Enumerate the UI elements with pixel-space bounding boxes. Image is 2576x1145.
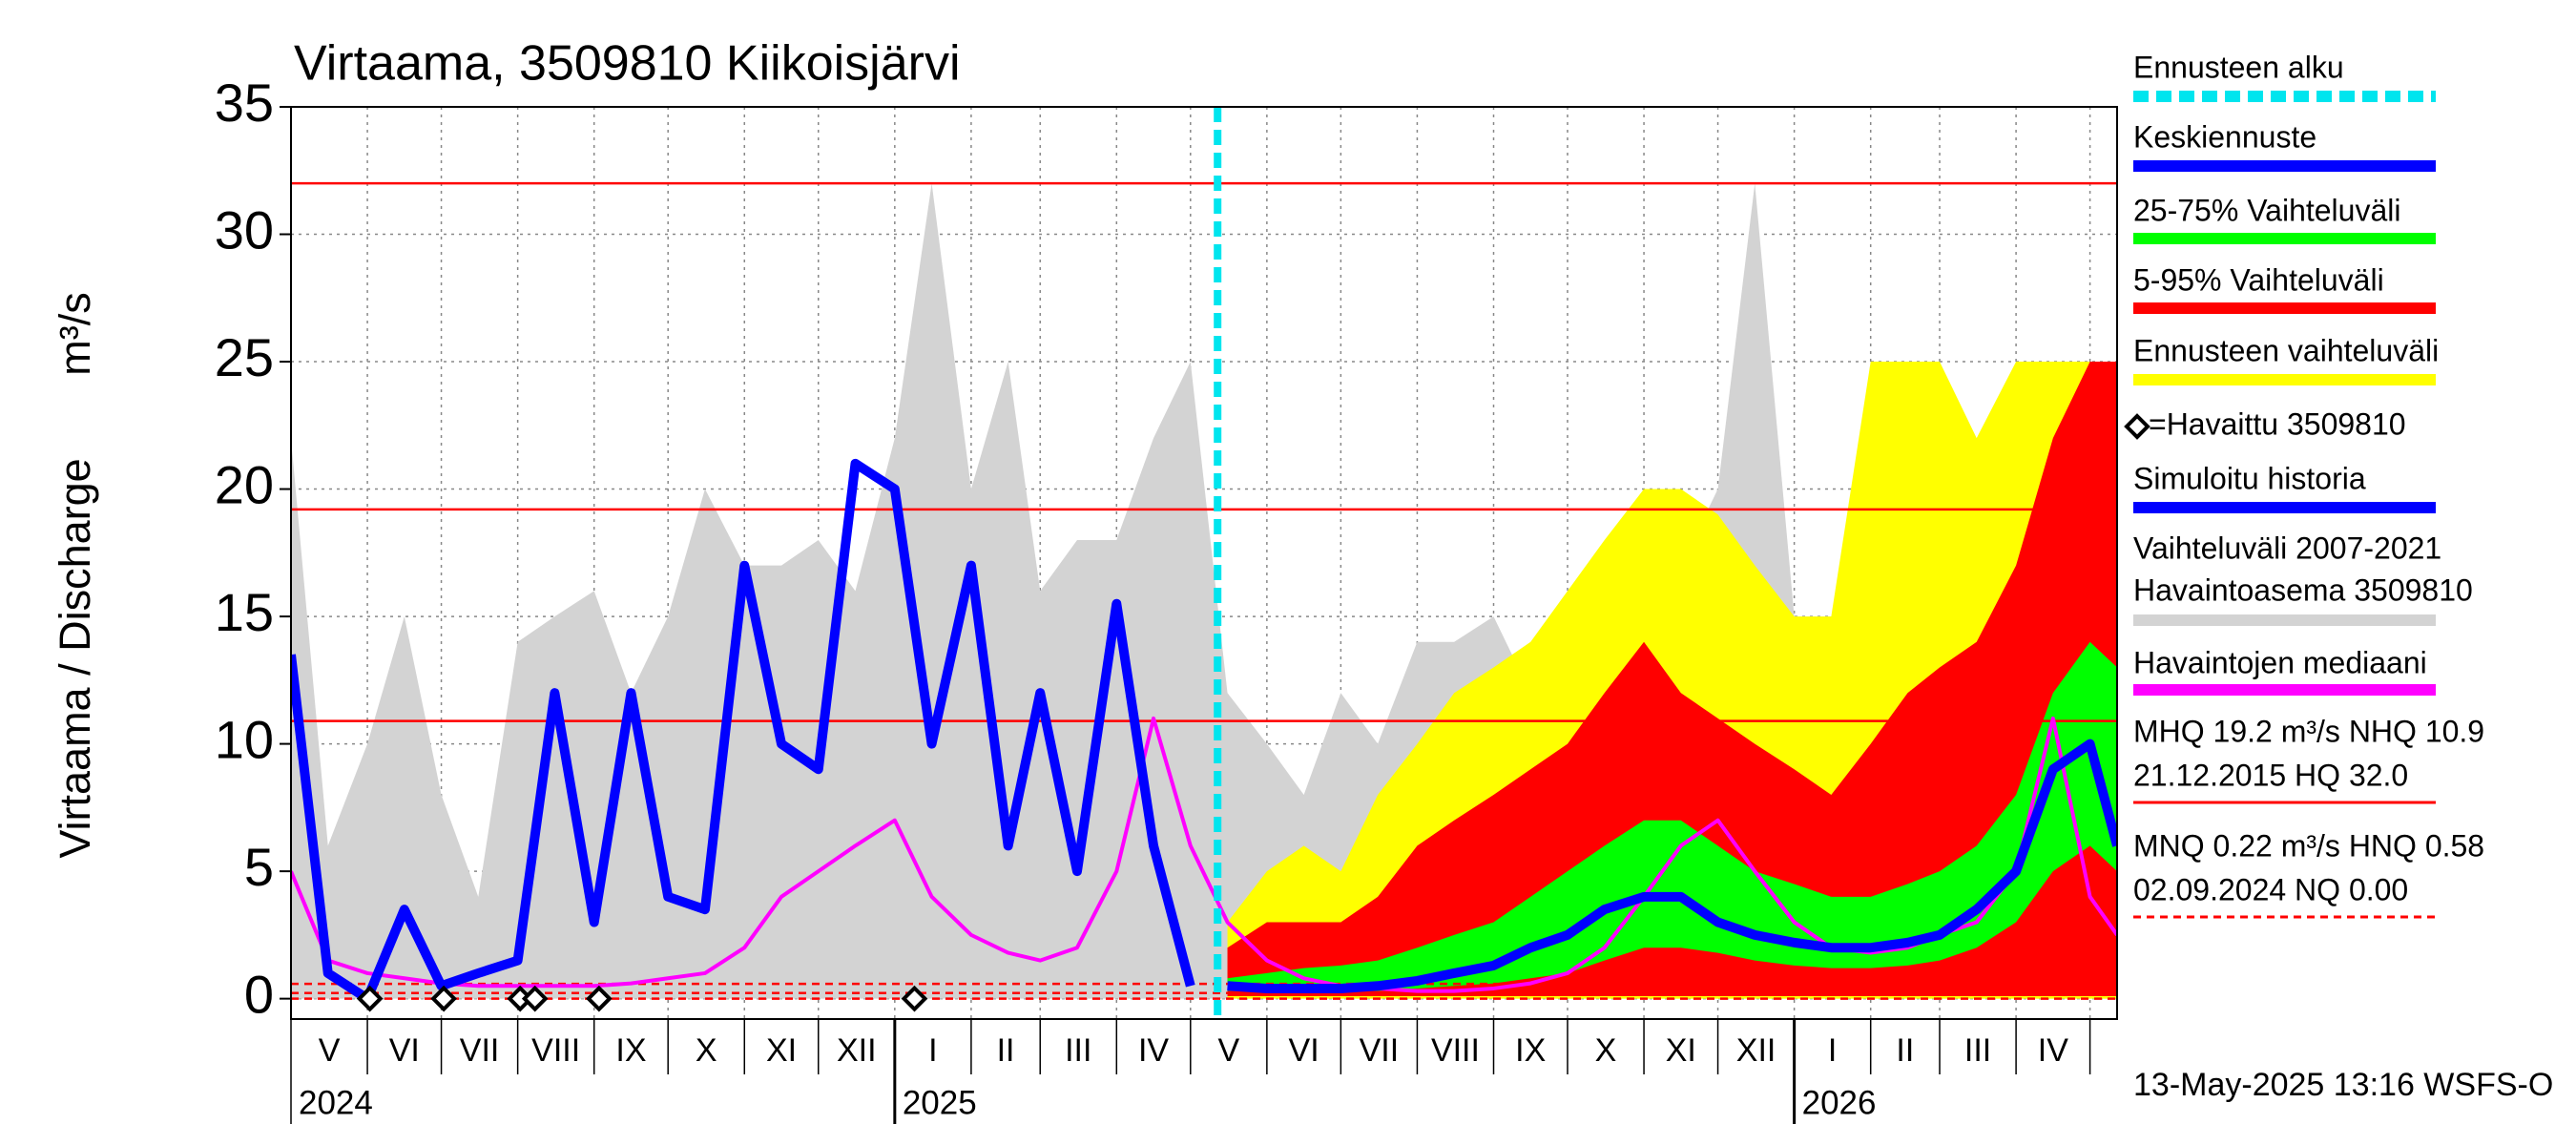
legend-label: =Havaittu 3509810 xyxy=(2149,406,2406,441)
plot xyxy=(291,107,2117,1019)
month-label: X xyxy=(696,1032,717,1069)
y-tick-label: 5 xyxy=(244,837,274,897)
year-label: 2025 xyxy=(903,1084,977,1121)
y-tick-label: 0 xyxy=(244,964,274,1024)
legend-label: Havaintojen mediaani xyxy=(2133,645,2427,679)
y-axis-label: Virtaama / Discharge xyxy=(51,458,99,858)
month-label: III xyxy=(1964,1032,1991,1069)
legend-label: Simuloitu historia xyxy=(2133,461,2366,495)
legend-label: MNQ 0.22 m³/s HNQ 0.58 xyxy=(2133,828,2484,863)
observed-marker xyxy=(356,985,384,1012)
legend-label: Keskiennuste xyxy=(2133,119,2316,154)
legend-label: Ennusteen alku xyxy=(2133,50,2344,84)
y-tick-label: 15 xyxy=(215,582,274,642)
series-line xyxy=(291,458,1195,1004)
legend-label: Havaintoasema 3509810 xyxy=(2133,572,2473,607)
y-tick-label: 25 xyxy=(215,327,274,387)
chart-title: Virtaama, 3509810 Kiikoisjärvi xyxy=(294,36,961,92)
legend-label: 21.12.2015 HQ 32.0 xyxy=(2133,758,2408,792)
month-label: IV xyxy=(1138,1032,1169,1069)
month-label: VII xyxy=(1360,1032,1400,1069)
y-tick-label: 20 xyxy=(215,454,274,514)
observed-marker xyxy=(430,985,457,1012)
month-label: III xyxy=(1065,1032,1091,1069)
month-label: II xyxy=(997,1032,1015,1069)
year-label: 2026 xyxy=(1802,1084,1877,1121)
legend-label: 25-75% Vaihteluväli xyxy=(2133,193,2400,227)
y-tick-label: 30 xyxy=(215,199,274,260)
legend-label: Vaihteluväli 2007-2021 xyxy=(2133,531,2441,565)
month-label: VI xyxy=(389,1032,420,1069)
month-label: VII xyxy=(460,1032,500,1069)
y-tick-label: 35 xyxy=(215,73,274,133)
legend-label: 02.09.2024 NQ 0.00 xyxy=(2133,872,2408,906)
y-tick-label: 10 xyxy=(215,709,274,769)
legend-label: MHQ 19.2 m³/s NHQ 10.9 xyxy=(2133,714,2484,748)
month-label: I xyxy=(1828,1032,1837,1069)
legend-label: Ennusteen vaihteluväli xyxy=(2133,333,2439,367)
legend-marker xyxy=(2124,413,2150,440)
month-label: II xyxy=(1896,1032,1914,1069)
month-label: XII xyxy=(837,1032,877,1069)
observed-marker xyxy=(586,985,613,1012)
month-label: XII xyxy=(1736,1032,1776,1069)
year-label: 2024 xyxy=(299,1084,373,1121)
month-label: XI xyxy=(1666,1032,1696,1069)
month-label: IX xyxy=(1515,1032,1546,1069)
month-label: VIII xyxy=(531,1032,580,1069)
month-label: IX xyxy=(615,1032,646,1069)
month-label: IV xyxy=(2038,1032,2068,1069)
month-label: I xyxy=(928,1032,937,1069)
series-line xyxy=(1227,739,2117,993)
timestamp: 13-May-2025 13:16 WSFS-O xyxy=(2133,1067,2553,1103)
y-axis-unit: m³/s xyxy=(51,292,99,375)
month-label: V xyxy=(1217,1032,1239,1069)
observed-marker xyxy=(521,985,549,1012)
plot-frame xyxy=(290,106,2118,1020)
range-band xyxy=(1227,362,2117,996)
month-label: VIII xyxy=(1431,1032,1480,1069)
month-label: X xyxy=(1595,1032,1617,1069)
legend-label: 5-95% Vaihteluväli xyxy=(2133,262,2384,297)
observed-marker xyxy=(901,985,928,1012)
range-band xyxy=(1227,641,2117,991)
month-label: VI xyxy=(1289,1032,1319,1069)
month-label: XI xyxy=(766,1032,797,1069)
month-label: V xyxy=(319,1032,341,1069)
